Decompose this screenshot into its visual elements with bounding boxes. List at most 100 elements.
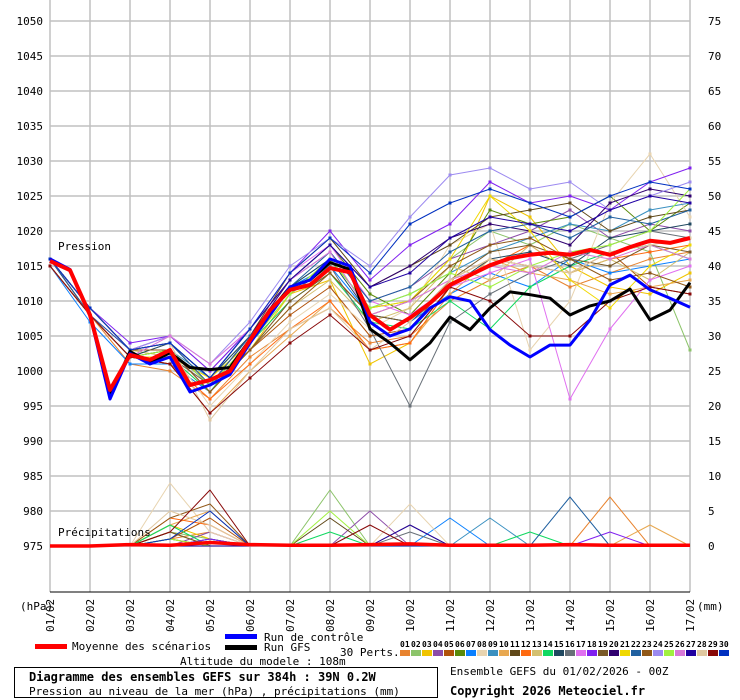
legend-pert-swatch bbox=[664, 650, 674, 656]
pert-18-pressure-point bbox=[688, 166, 692, 170]
legend-pert-id: 13 bbox=[532, 640, 542, 649]
legend-perts: 30 Perts. bbox=[340, 646, 400, 659]
pert-18-pressure-point bbox=[488, 180, 492, 184]
legend-pert-id: 09 bbox=[488, 640, 498, 649]
pert-16-pressure-point bbox=[408, 404, 412, 408]
pert-25-pressure-point bbox=[448, 271, 452, 275]
legend-gfs-swatch bbox=[225, 645, 257, 650]
pert-17-pressure-point bbox=[608, 327, 612, 331]
pert-20-pressure-point bbox=[568, 243, 572, 247]
pert-23-pressure-point bbox=[488, 243, 492, 247]
pert-18-pressure-point bbox=[568, 194, 572, 198]
pert-21-pressure-point bbox=[528, 229, 532, 233]
pert-23-pressure-point bbox=[208, 390, 212, 394]
legend-pert-swatch bbox=[543, 650, 553, 656]
pert-08-pressure-point bbox=[568, 299, 572, 303]
pert-30-pressure-point bbox=[248, 327, 252, 331]
pert-22-pressure-point bbox=[488, 229, 492, 233]
pert-10-pressure-point bbox=[448, 292, 452, 296]
legend-pert-id: 28 bbox=[697, 640, 707, 649]
legend-pert-swatch bbox=[587, 650, 597, 656]
pert-07-pressure-point bbox=[608, 271, 612, 275]
pert-20-pressure-point bbox=[608, 201, 612, 205]
pert-23-pressure-point bbox=[648, 271, 652, 275]
pert-24-pressure-point bbox=[688, 180, 692, 184]
y-left-tick: 1040 bbox=[17, 85, 44, 98]
x-tick-label: 08/02 bbox=[324, 599, 337, 632]
pert-02-pressure-point bbox=[688, 348, 692, 352]
pert-25-pressure-point bbox=[488, 285, 492, 289]
pert-19-pressure-point bbox=[288, 299, 292, 303]
pert-17-pressure-point bbox=[528, 257, 532, 261]
x-tick-label: 04/02 bbox=[164, 599, 177, 632]
legend-pert-swatch bbox=[477, 650, 487, 656]
pert-30-pressure-point bbox=[368, 271, 372, 275]
pert-05-pressure-point bbox=[368, 334, 372, 338]
pert-30-pressure-point bbox=[568, 215, 572, 219]
y-right-tick: 75 bbox=[708, 15, 721, 28]
legend-pert-id: 10 bbox=[499, 640, 509, 649]
pert-30-pressure-point bbox=[328, 236, 332, 240]
pert-09-pressure-point bbox=[568, 222, 572, 226]
legend-pert-swatch bbox=[499, 650, 509, 656]
y-left-tick: 985 bbox=[23, 470, 43, 483]
pert-29-pressure-point bbox=[568, 334, 572, 338]
pert-30-pressure-point bbox=[408, 222, 412, 226]
gfs-pressure-line bbox=[49, 257, 692, 397]
x-tick-label: 09/02 bbox=[364, 599, 377, 632]
pert-30-pressure-point bbox=[448, 201, 452, 205]
y-right-tick: 10 bbox=[708, 470, 721, 483]
legend-pert-swatch bbox=[444, 650, 454, 656]
y-right-tick: 20 bbox=[708, 400, 721, 413]
pert-24-pressure-point bbox=[288, 264, 292, 268]
legend-pert-swatch bbox=[708, 650, 718, 656]
pert-29-pressure-point bbox=[248, 376, 252, 380]
pert-27-pressure-point bbox=[448, 236, 452, 240]
legend-pert-id: 01 bbox=[400, 640, 410, 649]
pert-29-pressure-point bbox=[168, 362, 172, 366]
pert-08-pressure-point bbox=[288, 320, 292, 324]
pert-29-pressure-point bbox=[688, 292, 692, 296]
legend-pert-swatch bbox=[433, 650, 443, 656]
pert-04-pressure-point bbox=[688, 229, 692, 233]
legend-pert-id: 04 bbox=[433, 640, 443, 649]
pert-21-pressure-point bbox=[488, 194, 492, 198]
pert-03-pressure-point bbox=[648, 292, 652, 296]
pert-24-pressure-point bbox=[408, 215, 412, 219]
legend-pert-swatch bbox=[576, 650, 586, 656]
pert-17-pressure-point bbox=[488, 271, 492, 275]
pert-28-pressure-point bbox=[448, 278, 452, 282]
pert-27-pressure-point bbox=[648, 194, 652, 198]
pert-08-pressure-point bbox=[328, 292, 332, 296]
pert-17-pressure-point bbox=[688, 264, 692, 268]
pert-30-pressure-point bbox=[88, 306, 92, 310]
pert-29-pressure-point bbox=[408, 334, 412, 338]
pert-26-pressure-point bbox=[688, 257, 692, 261]
pert-24-pressure-point bbox=[488, 166, 492, 170]
legend-pert-swatch bbox=[532, 650, 542, 656]
pert-09-pressure-point bbox=[648, 208, 652, 212]
legend-pert-id: 16 bbox=[565, 640, 575, 649]
pert-27-pressure-point bbox=[688, 201, 692, 205]
legend-pert-id: 21 bbox=[620, 640, 630, 649]
pert-16-pressure-point bbox=[328, 264, 332, 268]
legend-pert-id: 03 bbox=[422, 640, 432, 649]
x-tick-label: 07/02 bbox=[284, 599, 297, 632]
y-right-tick: 5 bbox=[708, 505, 715, 518]
legend-pert-id: 27 bbox=[686, 640, 696, 649]
y-right-tick: 25 bbox=[708, 365, 721, 378]
pert-12-pressure-point bbox=[328, 299, 332, 303]
legend-control: Run de contrôle bbox=[264, 631, 364, 644]
pert-15-pressure-point bbox=[608, 236, 612, 240]
precip-label: Précipitations bbox=[58, 526, 151, 539]
left-unit: (hPa) bbox=[20, 600, 53, 613]
legend-pert-swatch bbox=[653, 650, 663, 656]
pert-28-pressure-point bbox=[608, 250, 612, 254]
pert-08-pressure-point bbox=[648, 152, 652, 156]
y-right-tick: 45 bbox=[708, 225, 721, 238]
pert-27-pressure-point bbox=[288, 278, 292, 282]
y-right-tick: 55 bbox=[708, 155, 721, 168]
x-tick-label: 17/02 bbox=[684, 599, 697, 632]
